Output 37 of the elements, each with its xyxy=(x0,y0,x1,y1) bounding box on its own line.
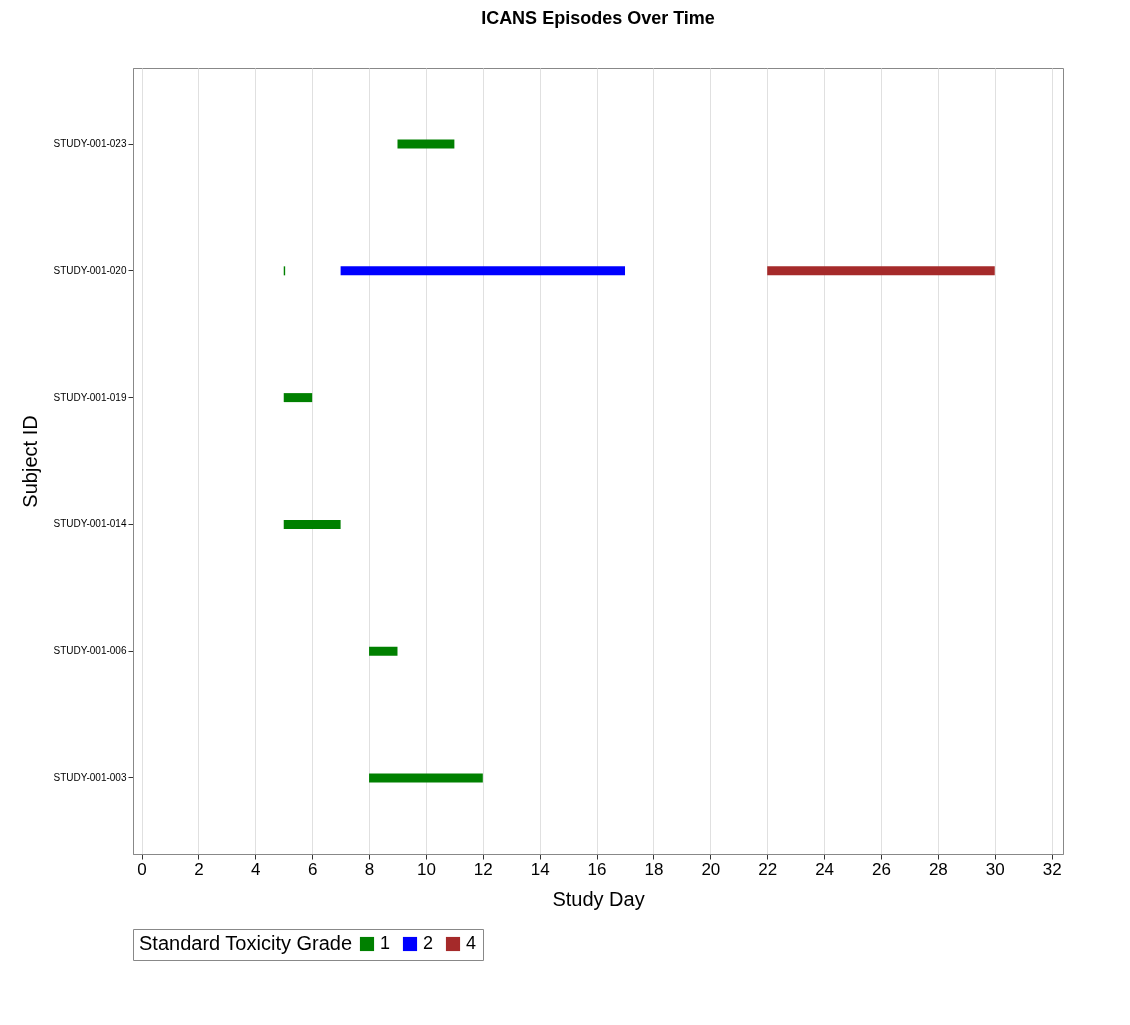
y-axis-title: Subject ID xyxy=(19,415,42,508)
x-tick-label: 26 xyxy=(872,859,891,879)
x-tick-label: 8 xyxy=(364,859,375,879)
x-tick-label: 10 xyxy=(416,859,436,879)
x-tick-label: 30 xyxy=(985,859,1005,879)
y-tick-label: STUDY-001-019 xyxy=(53,391,127,403)
x-tick-label: 32 xyxy=(1042,859,1062,879)
bar xyxy=(369,773,483,783)
bar xyxy=(767,266,995,276)
x-tick-label: 14 xyxy=(530,859,550,879)
legend-title: Standard Toxicity Grade xyxy=(139,932,353,954)
legend-label: 1 xyxy=(380,933,391,953)
x-tick-label: 22 xyxy=(758,859,778,879)
x-tick-label: 4 xyxy=(251,859,261,879)
x-tick-label: 12 xyxy=(473,859,493,879)
y-tick-label: STUDY-001-023 xyxy=(53,138,127,150)
x-axis-title: Study Day xyxy=(552,887,645,910)
legend-label: 2 xyxy=(423,933,434,953)
y-tick-label: STUDY-001-014 xyxy=(53,518,127,530)
y-tick-label: STUDY-001-006 xyxy=(53,645,127,657)
x-tick-label: 0 xyxy=(137,859,147,879)
x-tick-label: 28 xyxy=(928,859,948,879)
x-tick-label: 20 xyxy=(701,859,721,879)
bar xyxy=(283,519,341,529)
y-tick-label: STUDY-001-003 xyxy=(53,771,127,783)
x-tick-label: 24 xyxy=(815,859,835,879)
x-tick-label: 6 xyxy=(307,859,318,879)
x-tick-label: 2 xyxy=(194,859,204,879)
bar xyxy=(340,266,626,276)
bar xyxy=(369,646,398,656)
legend-label: 4 xyxy=(466,933,477,953)
x-tick-label: 18 xyxy=(644,859,664,879)
bar xyxy=(397,139,455,149)
y-tick-label: STUDY-001-020 xyxy=(53,264,127,276)
chart-title: ICANS Episodes Over Time xyxy=(481,8,715,28)
x-tick-label: 16 xyxy=(587,859,607,879)
bar xyxy=(283,393,313,403)
